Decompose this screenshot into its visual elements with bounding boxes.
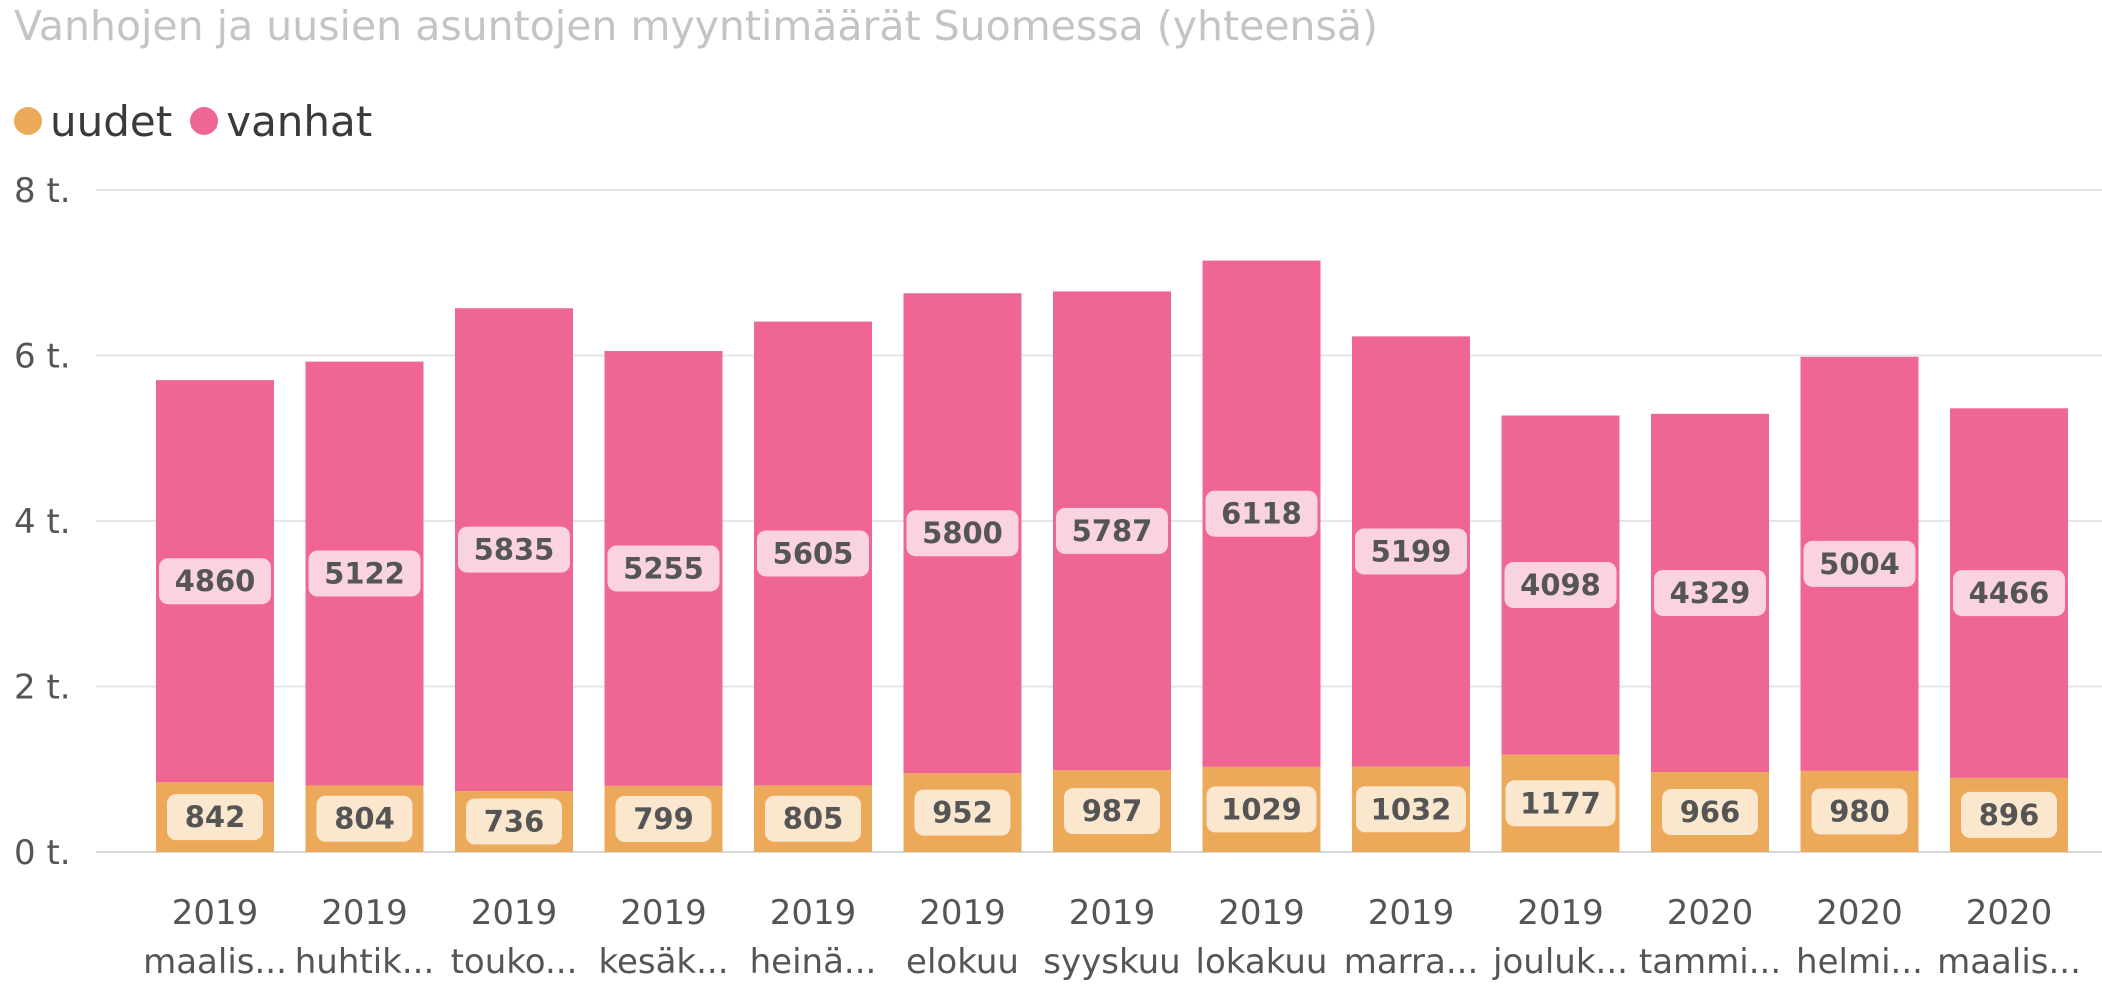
- data-label-uudet-bg: [466, 798, 562, 845]
- data-label-vanhat: 5255: [623, 551, 704, 585]
- legend-marker-uudet-icon: [14, 107, 42, 135]
- data-label-vanhat: 5787: [1072, 514, 1153, 548]
- x-tick-label-month: huhtik...: [295, 942, 435, 982]
- data-label-vanhat-bg: [458, 526, 570, 573]
- data-label-vanhat-bg: [1205, 490, 1318, 537]
- data-label-uudet: 736: [484, 805, 545, 839]
- data-label-uudet-bg: [1356, 786, 1466, 833]
- data-label-vanhat: 5004: [1819, 547, 1900, 581]
- data-label-vanhat: 5199: [1371, 534, 1452, 568]
- x-tick-label-month: lokakuu: [1196, 942, 1328, 982]
- data-label-vanhat: 5800: [922, 516, 1003, 550]
- y-tick-label: 8 t.: [14, 171, 71, 211]
- x-tick-label-month: maalis...: [143, 942, 287, 982]
- x-tick-label-year: 2019: [1069, 893, 1156, 933]
- data-label-vanhat: 4466: [1969, 576, 2050, 610]
- data-label-vanhat: 5605: [773, 536, 854, 570]
- data-label-uudet: 799: [633, 802, 694, 836]
- data-label-uudet-bg: [1064, 788, 1160, 835]
- data-label-uudet-bg: [1662, 789, 1758, 836]
- data-label-uudet-bg: [1505, 780, 1616, 827]
- x-tick-label-month: tammi...: [1639, 942, 1781, 982]
- data-label-vanhat-bg: [1803, 540, 1916, 587]
- data-label-uudet: 952: [932, 796, 993, 830]
- data-label-uudet: 896: [1979, 798, 2040, 832]
- x-tick-label-year: 2019: [1368, 893, 1455, 933]
- data-label-uudet-bg: [1961, 791, 2057, 838]
- x-tick-label-year: 2020: [1667, 893, 1754, 933]
- data-label-uudet-bg: [765, 795, 861, 842]
- data-label-vanhat: 6118: [1221, 497, 1302, 531]
- data-label-uudet-bg: [167, 794, 263, 841]
- data-label-uudet: 842: [185, 800, 246, 834]
- data-label-uudet: 1029: [1221, 792, 1302, 826]
- data-label-uudet: 1177: [1520, 786, 1601, 820]
- legend-marker-vanhat-icon: [190, 107, 219, 135]
- x-tick-label-year: 2020: [1816, 893, 1903, 933]
- data-label-vanhat-bg: [757, 530, 869, 577]
- chart-title: Vanhojen ja uusien asuntojen myyntimäärä…: [14, 2, 1379, 50]
- data-label-uudet-bg: [615, 795, 712, 842]
- x-tick-label-year: 2019: [770, 893, 857, 933]
- x-tick-label-month: heinä...: [750, 942, 877, 982]
- data-label-vanhat: 4098: [1520, 568, 1601, 602]
- x-tick-label-month: touko...: [451, 942, 578, 982]
- legend-item-vanhat[interactable]: vanhat: [190, 97, 372, 146]
- data-label-vanhat: 5122: [324, 557, 405, 591]
- x-tick-label-year: 2019: [1517, 893, 1604, 933]
- legend-label-vanhat: vanhat: [226, 96, 373, 146]
- x-tick-label-year: 2019: [620, 893, 707, 933]
- x-tick-label-year: 2019: [172, 893, 259, 933]
- data-label-uudet: 966: [1680, 795, 1741, 829]
- data-label-vanhat-bg: [308, 550, 421, 597]
- y-tick-label: 4 t.: [14, 502, 71, 542]
- x-tick-label-month: kesäk...: [598, 942, 728, 982]
- x-tick-label-year: 2019: [919, 893, 1006, 933]
- data-label-uudet-bg: [316, 795, 413, 842]
- x-tick-label-year: 2019: [471, 893, 558, 933]
- data-label-vanhat-bg: [607, 545, 720, 592]
- x-tick-label-month: helmi...: [1796, 942, 1923, 982]
- data-label-vanhat-bg: [1355, 528, 1467, 575]
- x-tick-label-year: 2019: [321, 893, 408, 933]
- data-label-vanhat-bg: [906, 510, 1019, 557]
- data-label-uudet: 1032: [1371, 792, 1452, 826]
- x-tick-label-month: jouluk...: [1492, 942, 1628, 982]
- data-label-uudet-bg: [1206, 786, 1317, 833]
- data-label-vanhat: 5835: [474, 533, 555, 567]
- x-tick-label-month: maalis...: [1937, 942, 2081, 982]
- data-label-vanhat: 4329: [1670, 576, 1751, 610]
- data-label-uudet: 805: [783, 802, 844, 836]
- data-label-vanhat-bg: [1654, 569, 1766, 616]
- x-tick-label-year: 2020: [1966, 893, 2053, 933]
- data-label-vanhat-bg: [1056, 507, 1168, 554]
- data-label-uudet: 980: [1829, 794, 1890, 828]
- y-tick-label: 0 t.: [14, 833, 71, 873]
- data-label-uudet: 804: [334, 802, 395, 836]
- data-label-vanhat-bg: [159, 558, 271, 605]
- data-label-vanhat-bg: [1504, 562, 1617, 609]
- legend-item-uudet[interactable]: uudet: [14, 97, 172, 146]
- data-label-uudet-bg: [914, 789, 1011, 836]
- legend: uudet vanhat: [14, 92, 390, 150]
- data-label-vanhat: 4860: [175, 564, 256, 598]
- x-tick-label-month: marra...: [1344, 942, 1479, 982]
- x-tick-label-month: syyskuu: [1043, 942, 1180, 982]
- legend-label-uudet: uudet: [50, 96, 173, 146]
- y-tick-label: 2 t.: [14, 668, 71, 708]
- data-label-vanhat-bg: [1953, 570, 2065, 617]
- data-label-uudet-bg: [1811, 788, 1908, 835]
- x-tick-label-month: elokuu: [906, 942, 1019, 982]
- y-tick-label: 6 t.: [14, 337, 71, 377]
- data-label-uudet: 987: [1082, 794, 1143, 828]
- x-tick-label-year: 2019: [1218, 893, 1305, 933]
